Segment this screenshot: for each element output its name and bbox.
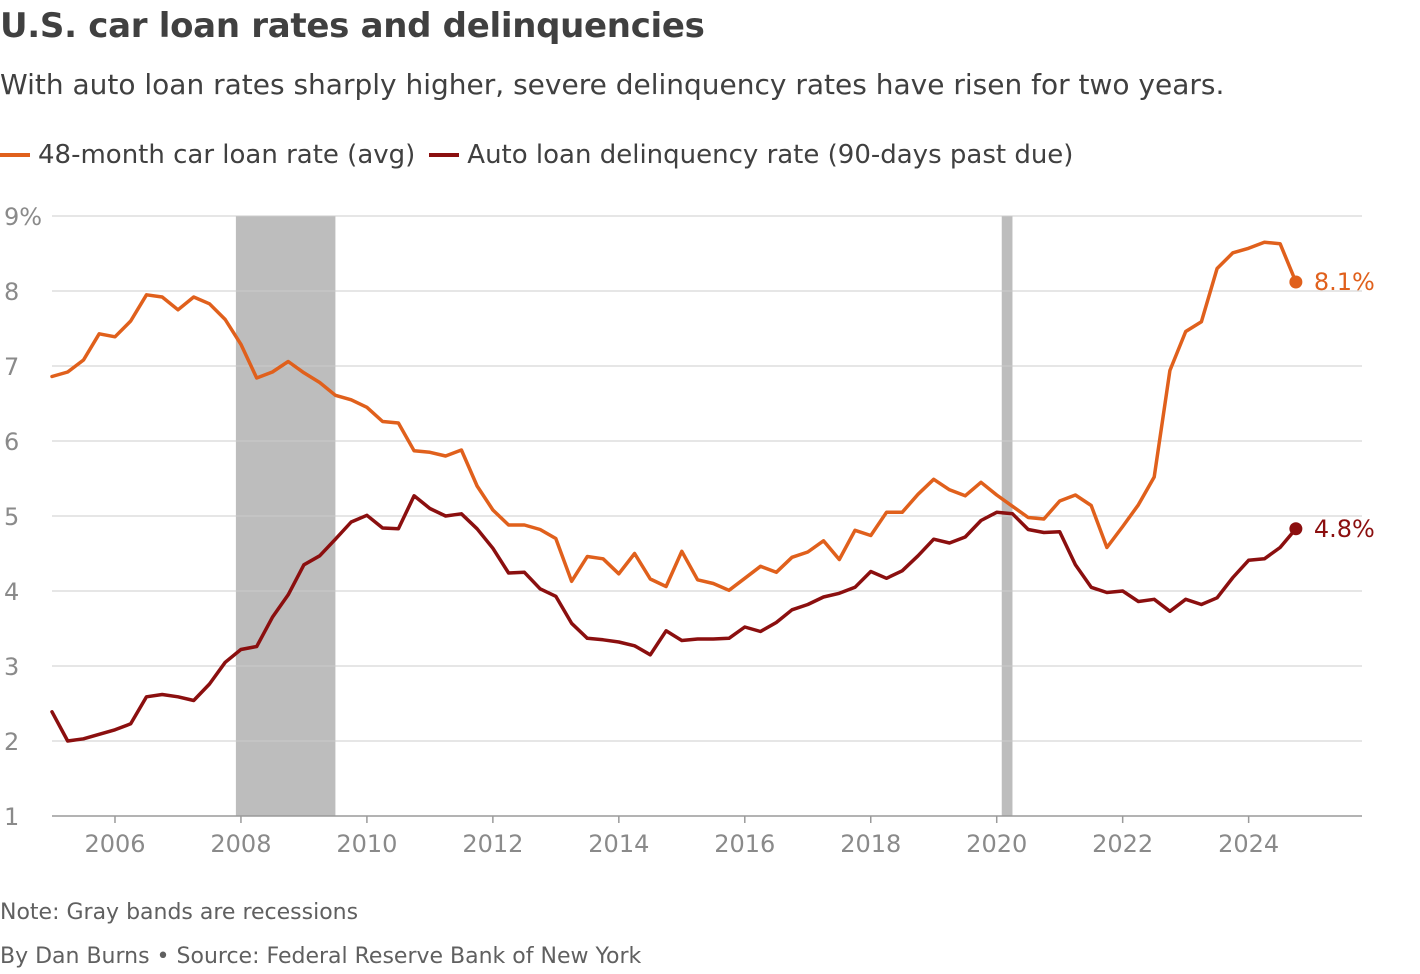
- series-line-0: [50, 240, 1298, 593]
- x-tick-label-2014: 2014: [588, 830, 649, 858]
- legend-item-rate: 48-month car loan rate (avg): [0, 140, 415, 170]
- x-tick-label-2006: 2006: [84, 830, 145, 858]
- x-tick-label-2012: 2012: [462, 830, 523, 858]
- legend: 48-month car loan rate (avg) Auto loan d…: [0, 140, 1087, 170]
- chart-note: Note: Gray bands are recessions: [0, 900, 359, 925]
- end-marker-1: [1289, 522, 1303, 536]
- y-tick-label-8: 8: [4, 278, 19, 306]
- legend-swatch-delinquency: [429, 153, 460, 157]
- gridlines: [52, 215, 1362, 817]
- legend-label-delinquency: Auto loan delinquency rate (90-days past…: [467, 140, 1074, 170]
- y-axis-labels: 1 2 3 4 5 6 7 8 9%: [4, 203, 42, 831]
- chart-title: U.S. car loan rates and delinquencies: [0, 6, 705, 46]
- legend-label-rate: 48-month car loan rate (avg): [38, 140, 416, 170]
- y-tick-label-5: 5: [4, 503, 19, 531]
- y-tick-label-7: 7: [4, 353, 19, 381]
- x-tick-label-2008: 2008: [210, 830, 271, 858]
- x-tick-label-2016: 2016: [714, 830, 775, 858]
- end-markers: 8.1% 4.8%: [1289, 268, 1375, 543]
- end-label-0: 8.1%: [1314, 268, 1375, 296]
- y-tick-label-4: 4: [4, 578, 19, 606]
- legend-item-delinquency: Auto loan delinquency rate (90-days past…: [429, 140, 1073, 170]
- y-tick-label-9: 9%: [4, 203, 42, 231]
- x-axis-labels: 2006 2008 2010 2012 2014 2016 2018 2020 2022 2024: [84, 816, 1279, 858]
- chart-subtitle: With auto loan rates sharply higher, sev…: [0, 68, 1225, 101]
- x-tick-label-2022: 2022: [1092, 830, 1153, 858]
- x-tick-label-2018: 2018: [840, 830, 901, 858]
- x-tick-label-2020: 2020: [966, 830, 1027, 858]
- chart-byline: By Dan Burns • Source: Federal Reserve B…: [0, 944, 642, 969]
- legend-swatch-rate: [0, 153, 30, 157]
- y-tick-label-3: 3: [4, 653, 19, 681]
- series-lines: [50, 240, 1298, 743]
- series-line-1: [50, 494, 1298, 743]
- y-tick-label-1: 1: [4, 803, 19, 831]
- end-label-1: 4.8%: [1314, 515, 1375, 543]
- x-tick-label-2024: 2024: [1218, 830, 1279, 858]
- y-tick-label-2: 2: [4, 728, 19, 756]
- end-marker-0: [1289, 275, 1303, 289]
- y-tick-label-6: 6: [4, 428, 19, 456]
- x-tick-label-2010: 2010: [336, 830, 397, 858]
